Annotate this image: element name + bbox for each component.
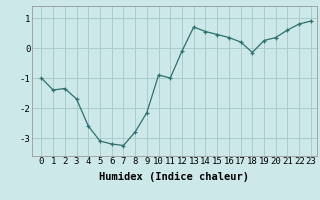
X-axis label: Humidex (Indice chaleur): Humidex (Indice chaleur) — [100, 172, 249, 182]
